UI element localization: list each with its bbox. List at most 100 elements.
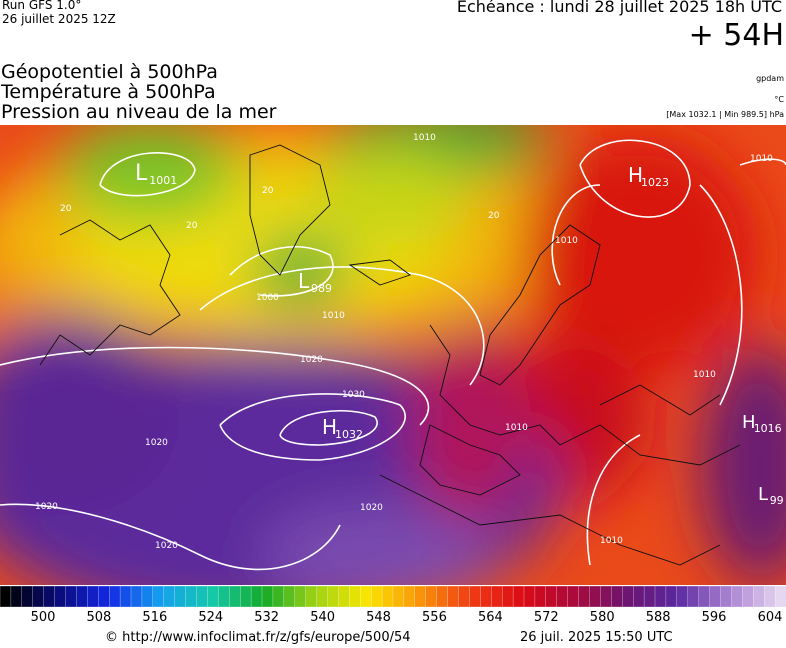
center-letter: L — [758, 484, 768, 505]
colorbar-swatch — [436, 586, 449, 607]
isobar-label: 1010 — [413, 133, 436, 143]
colorbar-swatch — [643, 586, 656, 607]
unit-1: gpdam — [756, 74, 784, 83]
colorbar-label: 596 — [701, 610, 727, 625]
colorbar-swatch — [141, 586, 154, 607]
colorbar-swatch — [480, 586, 492, 607]
colorbar-swatch — [414, 586, 427, 607]
colorbar-swatch — [32, 586, 45, 607]
colorbar-swatch — [545, 586, 558, 607]
center-value: 1023 — [641, 176, 669, 189]
colorbar-swatch — [327, 586, 340, 607]
isobar-label: 1020 — [145, 438, 168, 448]
isobar-label: 20 — [488, 211, 500, 221]
colorbar-swatch — [709, 586, 722, 607]
colorbar-swatch — [567, 586, 580, 607]
colorbar-swatch — [316, 586, 329, 607]
colorbar-swatch — [54, 586, 67, 607]
colorbar-label: 556 — [422, 610, 447, 625]
colorbar — [0, 586, 786, 607]
center-value: 989 — [311, 282, 332, 295]
colorbar-swatch — [196, 586, 209, 607]
colorbar-swatch — [119, 586, 132, 607]
colorbar-swatch — [283, 586, 296, 607]
isobar-label: 1010 — [555, 236, 578, 246]
colorbar-label: 532 — [254, 610, 280, 625]
isobar-label: 1020 — [360, 503, 383, 513]
field-2: Température à 500hPa — [1, 81, 216, 103]
colorbar-swatch — [21, 586, 34, 607]
pressure-center: L 1001 — [135, 161, 177, 187]
center-letter: L — [135, 161, 148, 186]
colorbar-swatch — [218, 586, 230, 607]
colorbar-swatch — [349, 586, 361, 607]
colorbar-swatch — [764, 586, 776, 607]
unit-3: [Max 1032.1 | Min 989.5] hPa — [666, 110, 784, 119]
colorbar-swatch — [65, 586, 78, 607]
colorbar-swatch — [338, 586, 350, 607]
colorbar-swatch — [698, 586, 711, 607]
isobar-label: 20 — [60, 204, 72, 214]
isobar-label: 1020 — [35, 502, 58, 512]
colorbar-label: 500 — [30, 610, 56, 625]
unit-2: °C — [774, 95, 784, 104]
center-letter: H — [742, 412, 756, 433]
colorbar-label: 548 — [366, 610, 391, 625]
isobar-label: 1010 — [693, 370, 716, 380]
colorbar-swatch — [207, 586, 219, 607]
colorbar-swatch — [742, 586, 754, 607]
colorbar-swatch — [502, 586, 514, 607]
center-value: 1016 — [754, 422, 782, 435]
colorbar-swatch — [447, 586, 460, 607]
colorbar-swatch — [163, 586, 176, 607]
colorbar-swatch — [512, 586, 525, 607]
colorbar-swatch — [185, 586, 198, 607]
colorbar-label: 564 — [477, 610, 503, 625]
colorbar-swatch — [654, 586, 667, 607]
colorbar-swatch — [556, 586, 569, 607]
colorbar-swatch — [578, 586, 591, 607]
colorbar-swatch — [622, 586, 634, 607]
isobar-label: 1010 — [505, 423, 528, 433]
pressure-center: L 99 — [758, 484, 784, 507]
colorbar-swatch — [294, 586, 307, 607]
colorbar-label: 524 — [198, 610, 224, 625]
run-date: 26 juillet 2025 12Z — [2, 12, 116, 26]
pressure-center: L 989 — [298, 269, 332, 295]
colorbar-swatch — [261, 586, 274, 607]
lead-time: + 54H — [688, 18, 784, 53]
colorbar-swatch — [240, 586, 252, 607]
colorbar-swatch — [0, 586, 12, 607]
colorbar-swatch — [687, 586, 700, 607]
field-1: Géopotentiel à 500hPa — [1, 61, 218, 83]
colorbar-swatch — [229, 586, 241, 607]
colorbar-swatch — [360, 586, 372, 607]
colorbar-swatch — [458, 586, 471, 607]
colorbar-swatch — [523, 586, 536, 607]
colorbar-swatch — [152, 586, 165, 607]
center-letter: H — [628, 163, 643, 187]
colorbar-swatch — [491, 586, 503, 607]
isobar-label: 20 — [262, 186, 274, 196]
colorbar-swatch — [600, 586, 612, 607]
colorbar-swatch — [305, 586, 318, 607]
colorbar-swatch — [109, 586, 121, 607]
isobar-label: 1010 — [322, 311, 345, 321]
run: Run GFS 1.0° — [2, 0, 82, 12]
colorbar-swatch — [392, 586, 405, 607]
colorbar-swatch — [534, 586, 547, 607]
colorbar-swatch — [130, 586, 143, 607]
center-letter: L — [298, 269, 310, 293]
isobar-label: 20 — [186, 221, 198, 231]
colorbar-swatch — [425, 586, 438, 607]
colorbar-swatch — [174, 586, 187, 607]
colorbar-swatch — [676, 586, 689, 607]
generated: 26 juil. 2025 15:50 UTC — [520, 630, 673, 645]
colorbar-label: 580 — [589, 610, 615, 625]
colorbar-label: 540 — [310, 610, 336, 625]
colorbar-swatch — [589, 586, 602, 607]
